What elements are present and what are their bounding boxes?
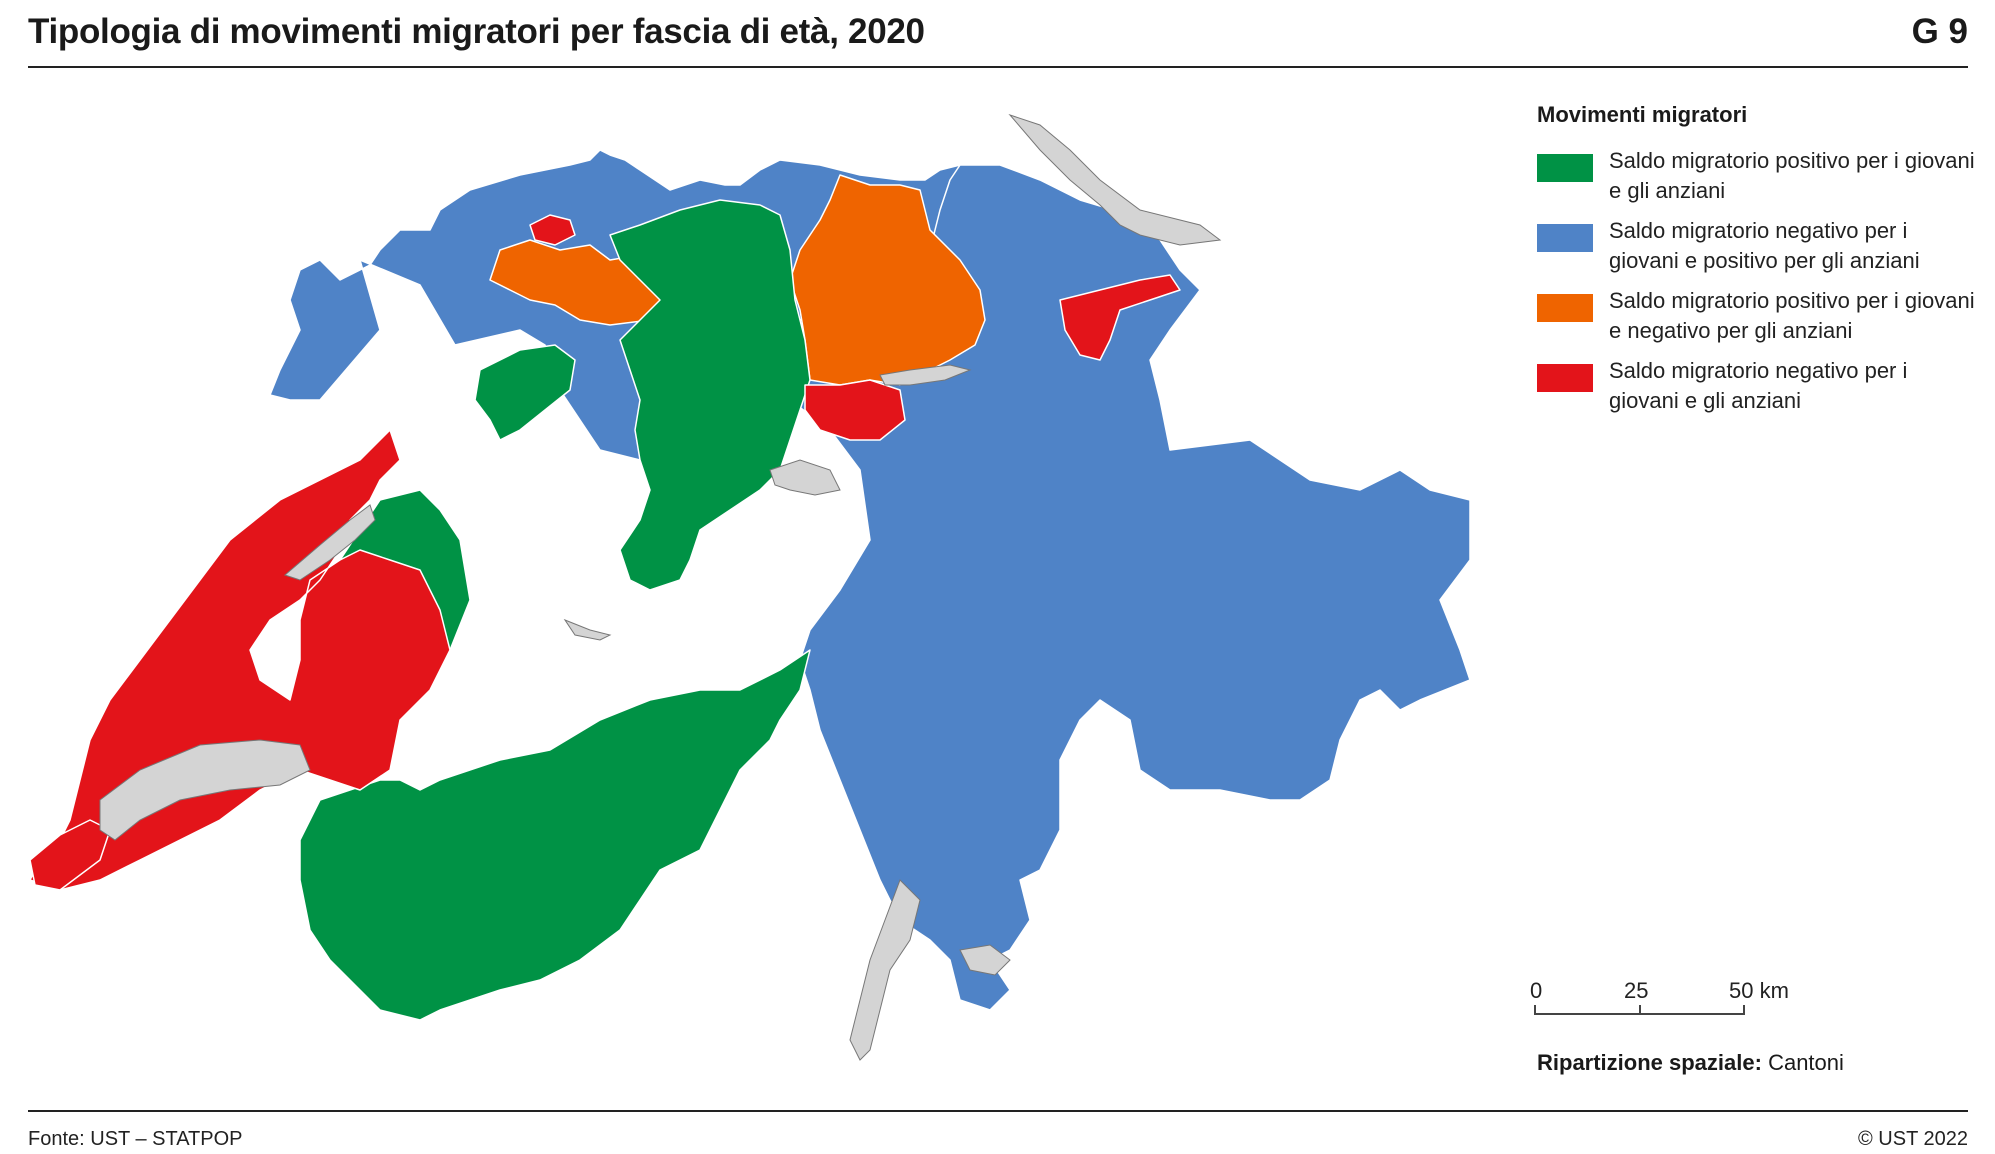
legend-label: Saldo migratorio negativo per i giovani … <box>1609 218 1920 273</box>
legend-swatch-red <box>1537 364 1593 392</box>
lake-lugano <box>959 944 1011 976</box>
lake-lucerne <box>769 459 841 496</box>
legend-swatch-orange <box>1537 294 1593 322</box>
canton-basel-city <box>529 214 576 246</box>
scale-tick <box>1639 1005 1641 1015</box>
lake-thun-brienz <box>563 618 612 641</box>
legend-swatch-blue <box>1537 224 1593 252</box>
lake-zurich <box>879 364 972 386</box>
canton-schwyz <box>804 379 906 441</box>
spatial-partition: Ripartizione spaziale: Cantoni <box>1537 1050 1844 1076</box>
canton-solothurn <box>474 344 576 441</box>
canton-geneva <box>29 819 111 891</box>
scale-tick <box>1743 1005 1745 1015</box>
scale-label-25: 25 <box>1624 978 1649 1003</box>
switzerland-map <box>29 113 1471 1061</box>
scale-label-50: 50 km <box>1729 978 1789 1003</box>
lakes-layer <box>99 113 1222 1061</box>
legend-item: Saldo migratorio negativo per i giovani … <box>1537 356 1977 416</box>
lake-geneva <box>99 739 311 841</box>
lake-neuchatel <box>284 504 376 581</box>
canton-valais <box>299 649 811 1021</box>
canton-appenzell <box>1059 274 1181 361</box>
legend-label: Saldo migratorio positivo per i giovani … <box>1609 148 1975 203</box>
copyright-note: © UST 2022 <box>1858 1128 1968 1150</box>
legend-swatch-green <box>1537 154 1593 182</box>
scale-tick <box>1534 1005 1536 1015</box>
legend-item: Saldo migratorio positivo per i giovani … <box>1537 286 1977 346</box>
bottom-rule <box>28 1110 1968 1112</box>
top-rule <box>28 66 1968 68</box>
scale-bar: 0 25 50 km <box>1530 978 1790 1028</box>
legend-item: Saldo migratorio positivo per i giovani … <box>1537 146 1977 206</box>
legend-title: Movimenti migratori <box>1537 102 1748 127</box>
source-note: Fonte: UST – STATPOP <box>28 1128 243 1150</box>
legend-label: Saldo migratorio negativo per i giovani … <box>1609 358 1908 413</box>
scale-label-0: 0 <box>1530 978 1543 1003</box>
canton-aargau-lucerne <box>609 199 811 591</box>
cantons-layer <box>29 149 1471 1021</box>
lake-constance <box>1008 113 1222 246</box>
chart-code: G 9 <box>1911 12 1968 51</box>
partition-label: Ripartizione spaziale: <box>1537 1050 1762 1075</box>
lake-maggiore <box>849 879 921 1061</box>
legend: Movimenti migratori Saldo migratorio pos… <box>1537 102 1977 426</box>
legend-item: Saldo migratorio negativo per i giovani … <box>1537 216 1977 276</box>
partition-value: Cantoni <box>1768 1050 1844 1075</box>
legend-label: Saldo migratorio positivo per i giovani … <box>1609 288 1975 343</box>
chart-title: Tipologia di movimenti migratori per fas… <box>28 12 925 51</box>
